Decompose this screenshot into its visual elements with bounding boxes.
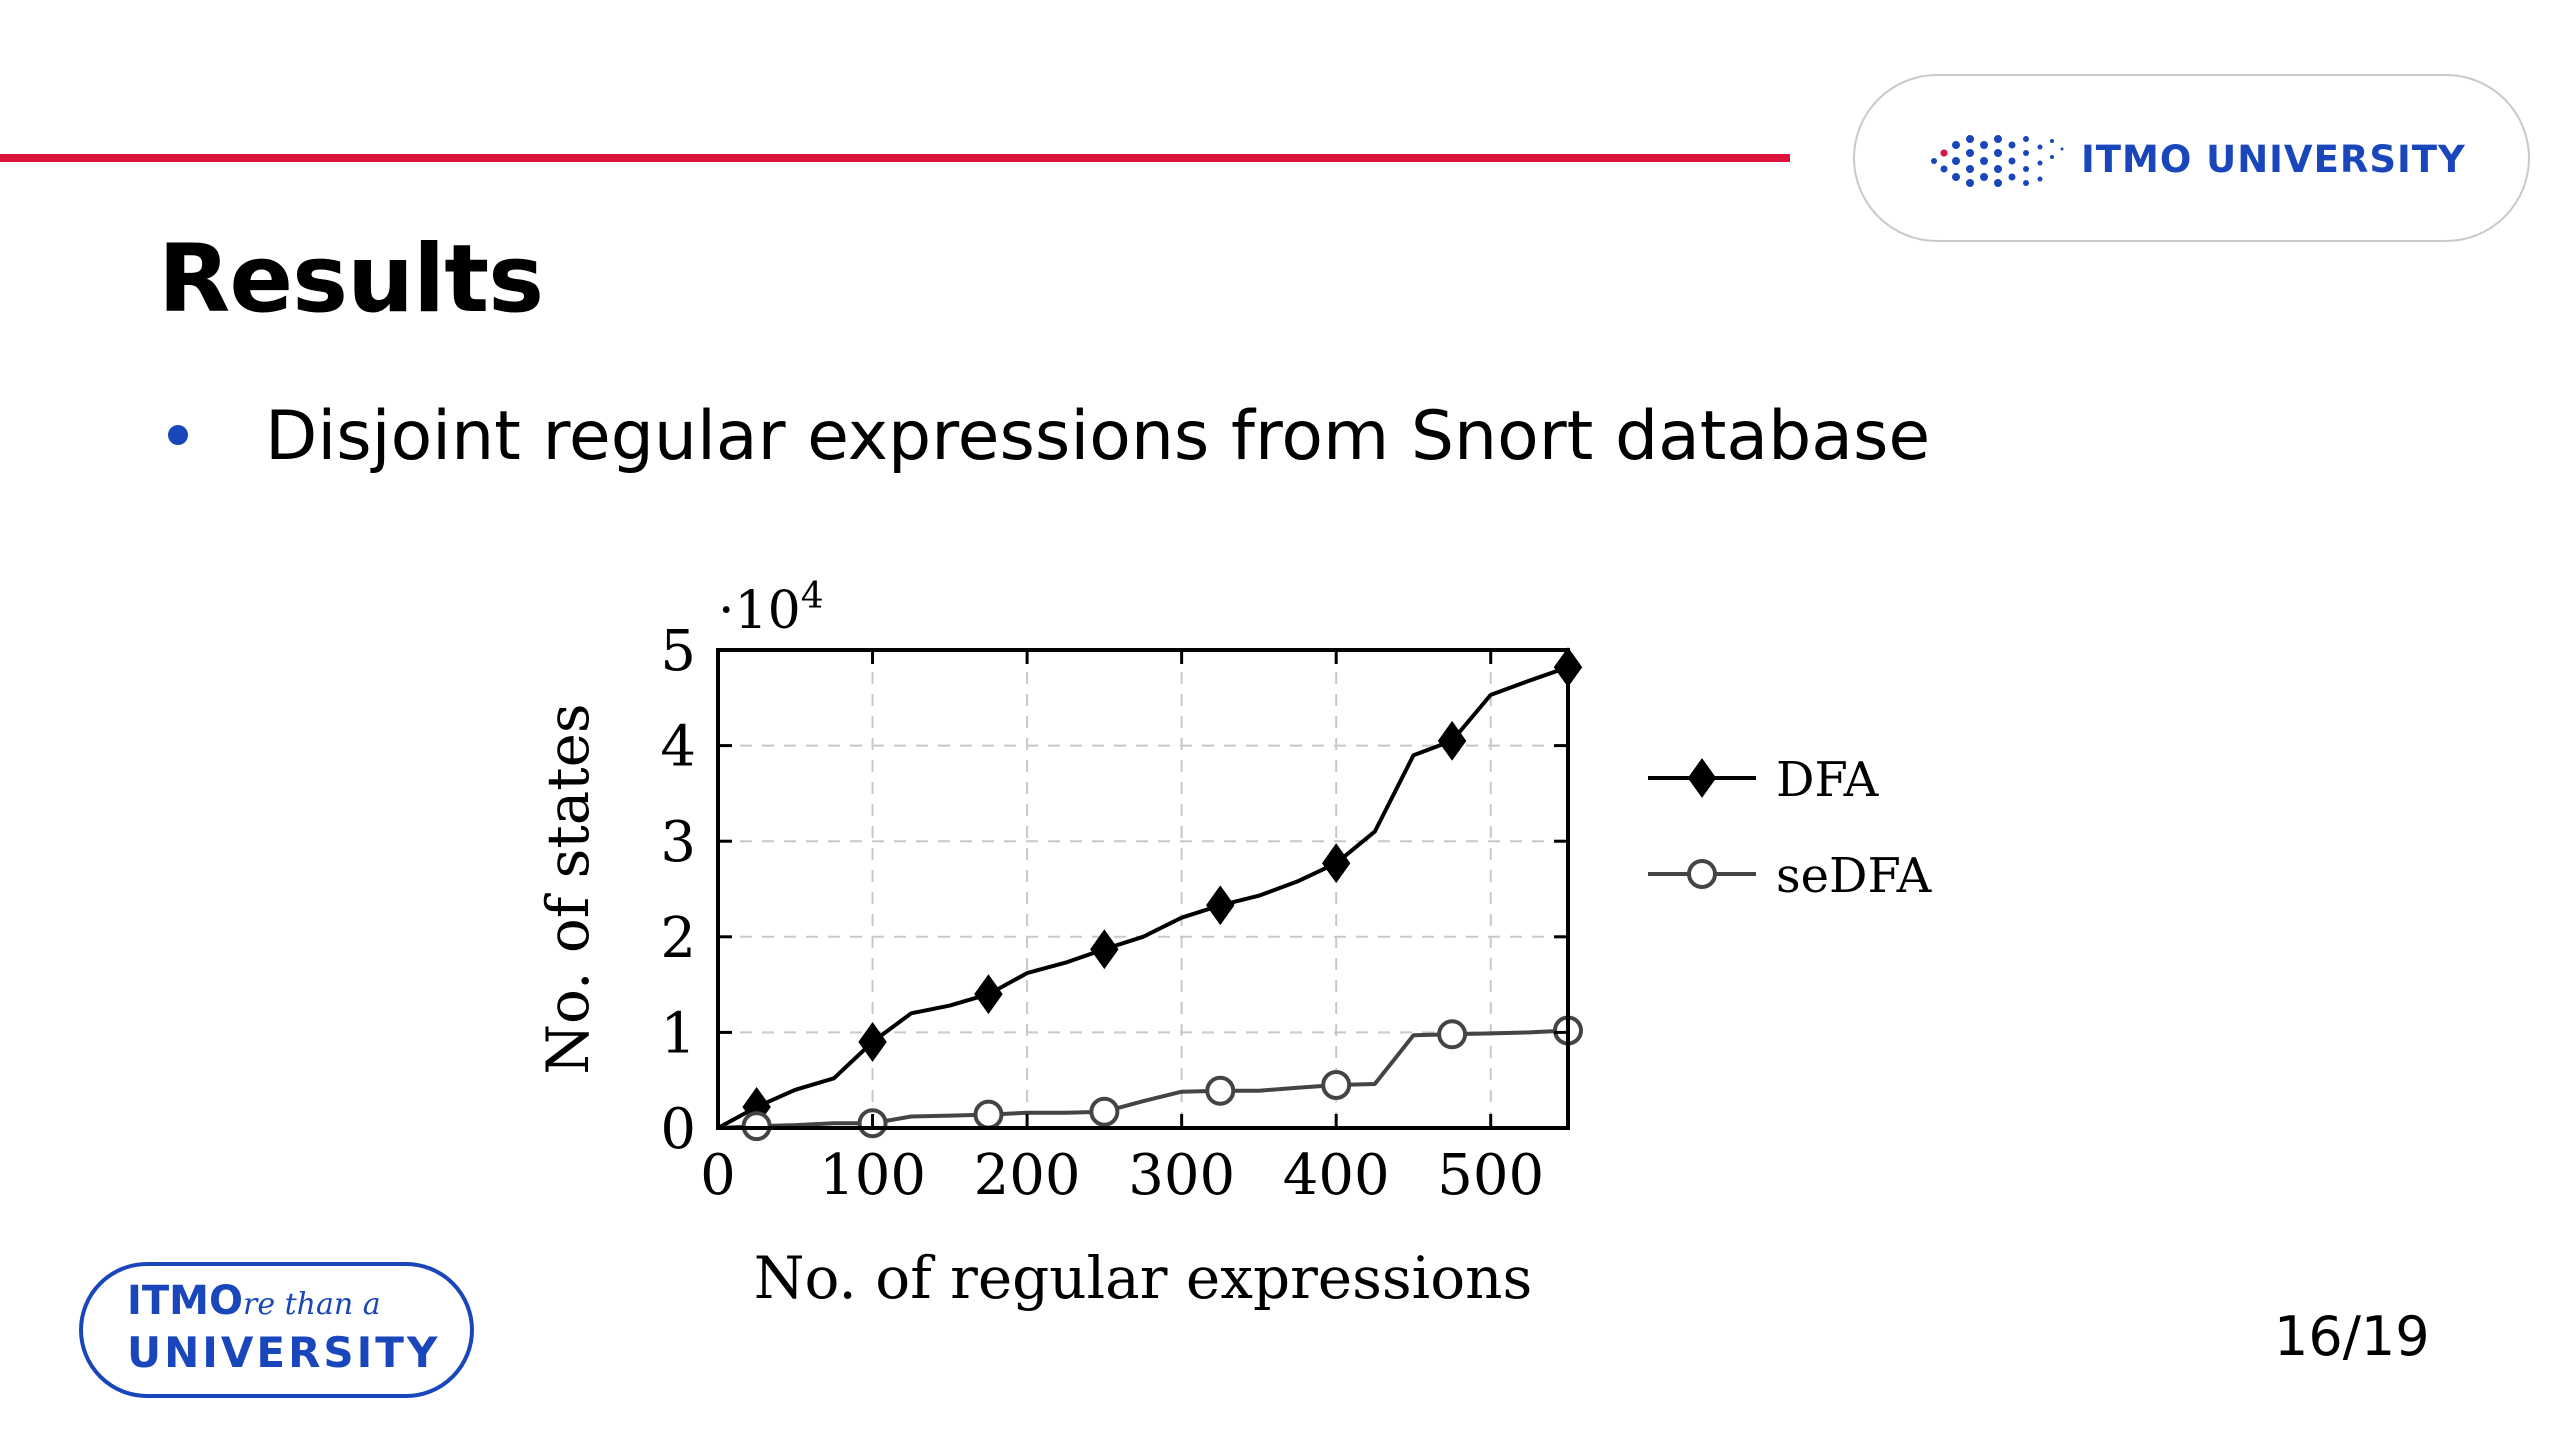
x-tick-label: 100 <box>819 1143 926 1208</box>
header-logo-text: ITMO UNIVERSITY <box>2081 138 2466 181</box>
y-multiplier-base: ·10 <box>718 581 801 641</box>
data-point-dfa <box>974 974 1003 1015</box>
data-point-sedfa <box>1205 1075 1236 1106</box>
legend-label-dfa: DFA <box>1776 752 1880 808</box>
data-point-sedfa <box>1437 1019 1468 1050</box>
itmo-dots-icon <box>1931 135 2064 187</box>
data-point-sedfa <box>1321 1069 1352 1100</box>
itmo-footer-logo: ITMOre than a UNIVERSITY <box>79 1262 474 1398</box>
footer-logo-line1: ITMOre than a <box>127 1278 381 1324</box>
chart-legend: DFA seDFA <box>1648 752 1933 904</box>
data-point-sedfa <box>1089 1096 1120 1127</box>
x-tick-label: 500 <box>1437 1143 1544 1208</box>
y-tick-label: 5 <box>660 619 696 684</box>
legend-marker-sedfa <box>1687 859 1717 889</box>
legend-item-dfa: DFA <box>1648 752 1880 808</box>
x-axis-label: No. of regular expressions <box>754 1244 1533 1312</box>
page-number: 16/19 <box>2274 1305 2430 1368</box>
x-tick-label: 300 <box>1128 1143 1235 1208</box>
data-point-dfa <box>1206 885 1235 926</box>
header-accent-rule <box>0 154 1790 162</box>
series-line-dfa <box>717 665 1569 1130</box>
plot-frame <box>716 648 1570 1130</box>
page-title: Results <box>158 225 544 334</box>
y-tick-label: 3 <box>660 810 696 875</box>
data-point-dfa <box>1321 843 1351 884</box>
legend-label-sedfa: seDFA <box>1776 848 1933 904</box>
legend-marker-dfa <box>1687 758 1717 798</box>
chart-grid <box>718 650 1568 1128</box>
y-tick-label: 2 <box>660 906 696 971</box>
x-tick-label: 0 <box>700 1143 736 1208</box>
bullet-icon <box>168 425 188 445</box>
footer-logo-it: IT <box>127 1278 170 1324</box>
footer-logo-script: re than a <box>242 1287 381 1322</box>
x-tick-label: 200 <box>974 1143 1081 1208</box>
itmo-header-logo: ITMO UNIVERSITY <box>1853 74 2530 242</box>
data-point-dfa <box>1090 929 1119 970</box>
legend-item-sedfa: seDFA <box>1648 848 1933 904</box>
series-line-sedfa <box>717 1028 1569 1130</box>
x-tick-label: 400 <box>1283 1143 1390 1208</box>
chart-ticks: 0 100 200 300 400 500 0 1 2 3 4 5 <box>660 619 1568 1208</box>
data-point-sedfa <box>973 1099 1004 1130</box>
y-axis-label: No. of states <box>534 703 602 1074</box>
y-tick-label: 4 <box>660 715 696 780</box>
bullet-text: Disjoint regular expressions from Snort … <box>265 397 1931 476</box>
chart-series-layer <box>717 647 1583 1142</box>
data-point-dfa <box>858 1022 887 1062</box>
data-point-dfa <box>1437 720 1467 761</box>
y-multiplier-exponent: 4 <box>801 576 824 617</box>
y-tick-label: 1 <box>660 1001 696 1066</box>
footer-logo-line2: UNIVERSITY <box>127 1328 441 1377</box>
series-dfa <box>717 647 1583 1130</box>
series-sedfa <box>717 1015 1583 1142</box>
y-tick-label: 0 <box>660 1097 696 1162</box>
footer-logo-mo: MO <box>169 1278 243 1324</box>
y-axis-multiplier: ·104 <box>718 576 824 641</box>
